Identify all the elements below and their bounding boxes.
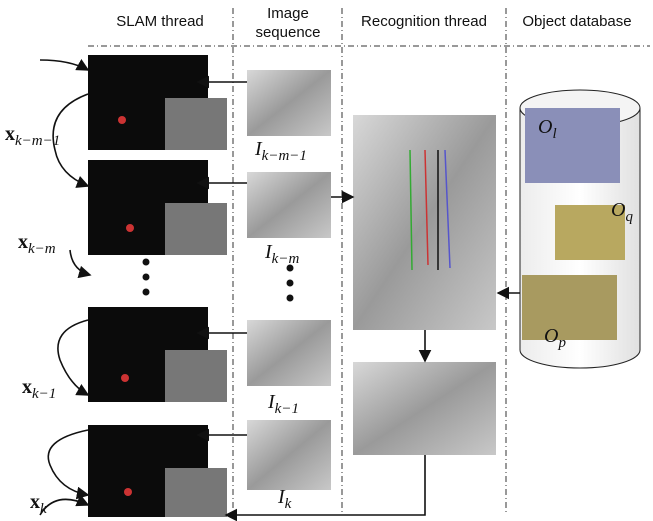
state-label: xk−m−1	[5, 123, 60, 149]
header: SLAM thread	[116, 13, 204, 30]
header: Recognition thread	[361, 13, 487, 30]
subscript: k−m	[272, 251, 300, 267]
symbol: x	[18, 231, 28, 253]
slam-frames	[88, 55, 227, 517]
symbol: x	[5, 123, 15, 145]
header: Image	[267, 5, 309, 22]
subscript: k−1	[275, 401, 299, 417]
state-label: xk−m	[18, 231, 56, 257]
subscript: k	[40, 501, 47, 517]
symbol: x	[22, 376, 32, 398]
image-label: Ik−m−1	[254, 138, 307, 164]
header: Object database	[522, 13, 631, 30]
subscript: l	[552, 126, 556, 142]
subscript: k	[285, 496, 292, 512]
image-label: Ik−m	[264, 241, 299, 267]
header: sequence	[255, 24, 320, 41]
subscript: k−m	[28, 241, 56, 257]
state-label: xk	[30, 491, 47, 517]
recognition-image	[353, 115, 496, 330]
subscript: k−m−1	[262, 148, 307, 164]
recognition-image	[353, 362, 496, 455]
subscript: k−m−1	[15, 133, 60, 149]
subscript: p	[557, 335, 566, 351]
image-label: Ik−1	[267, 391, 299, 417]
symbol: O	[611, 199, 625, 221]
symbol: x	[30, 491, 40, 513]
diagram: SLAM thread Image sequence Recognition t…	[0, 0, 653, 521]
subscript: k−1	[32, 386, 56, 402]
subscript: q	[625, 209, 633, 225]
symbol: O	[544, 325, 558, 347]
state-label: xk−1	[22, 376, 56, 402]
symbol: O	[538, 116, 552, 138]
